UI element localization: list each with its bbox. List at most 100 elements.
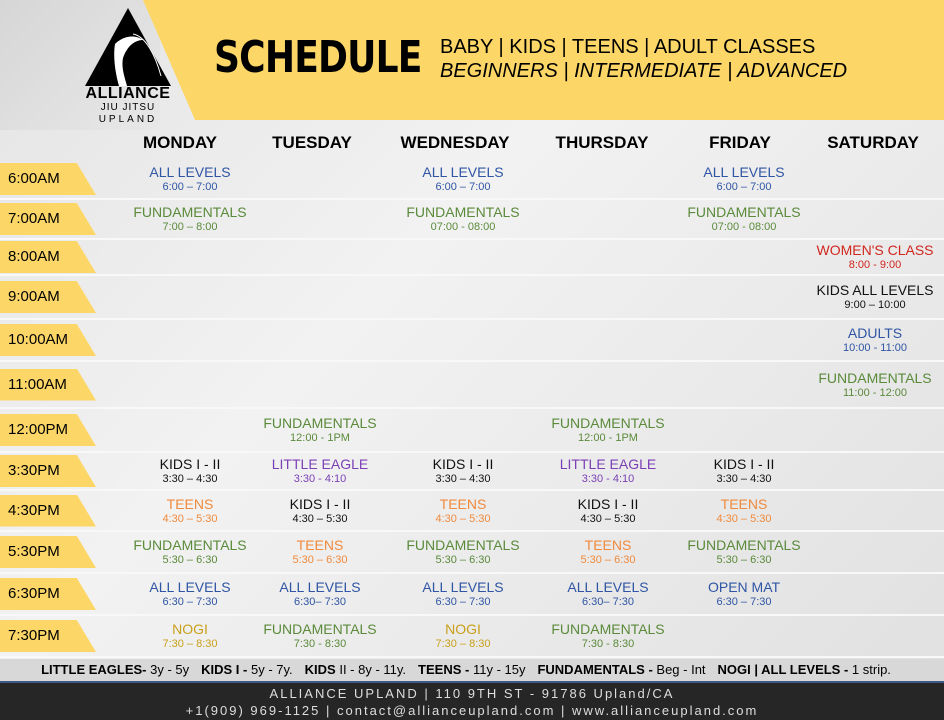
- class-name: TEENS: [584, 537, 632, 553]
- legend-label: FUNDAMENTALS -: [537, 662, 653, 677]
- schedule-row: 8:00AM WOMEN'S CLASS 8:00 - 9:00: [0, 240, 944, 276]
- class-time: 4:30 – 5:30: [292, 512, 348, 525]
- class-entry: KIDS I - II 4:30 – 5:30: [578, 496, 639, 526]
- class-name: NOGI: [172, 621, 208, 637]
- legend-desc: II - 8y - 11y.: [335, 662, 407, 677]
- class-entry: FUNDAMENTALS 5:30 – 6:30: [406, 537, 519, 567]
- class-entry: TEENS 4:30 – 5:30: [716, 496, 771, 526]
- schedule-row: 3:30PM KIDS I - II 3:30 – 4:30 LITTLE EAGLE…: [0, 453, 944, 491]
- class-time: 3:30 – 4:30: [435, 473, 491, 485]
- class-entry: FUNDAMENTALS 07:00 - 08:00: [406, 204, 519, 234]
- class-time: 6:30 – 7:30: [162, 596, 218, 608]
- class-name: KIDS I - II: [713, 456, 775, 472]
- class-time: 6:00 – 7:00: [162, 181, 218, 193]
- legend-item: KIDS I - 5y - 7y.: [201, 662, 293, 677]
- class-time: 4:30 – 5:30: [162, 512, 218, 525]
- class-entry: ALL LEVELS 6:30 – 7:30: [422, 579, 503, 609]
- subtitle-classes: BABY | KIDS | TEENS | ADULT CLASSES: [440, 36, 816, 58]
- logo-line3: UPLAND: [98, 114, 158, 125]
- class-entry: FUNDAMENTALS 11:00 - 12:00: [818, 370, 931, 400]
- class-time: 7:30 – 8:30: [435, 638, 491, 650]
- footer-address: ALLIANCE UPLAND | 110 9TH ST - 91786 Upl…: [269, 686, 675, 701]
- class-entry: KIDS I - II 3:30 – 4:30: [160, 456, 221, 486]
- class-entry: TEENS 5:30 – 6:30: [580, 537, 635, 567]
- class-entry: KIDS I - II 4:30 – 5:30: [290, 496, 351, 526]
- class-name: KIDS I - II: [577, 495, 639, 512]
- class-entry: ALL LEVELS 6:00 – 7:00: [422, 164, 503, 194]
- class-name: ALL LEVELS: [149, 579, 231, 595]
- legend-label: LITTLE EAGLES-: [41, 662, 147, 677]
- day-header-tuesday: TUESDAY: [272, 133, 352, 152]
- class-entry: OPEN MAT 6:30 – 7:30: [708, 579, 780, 609]
- subtitle-levels: BEGINNERS | INTERMEDIATE | ADVANCED: [440, 60, 848, 82]
- class-time: 7:30 - 8:30: [581, 638, 635, 650]
- class-name: FUNDAMENTALS: [551, 621, 665, 637]
- class-entry: KIDS ALL LEVELS 9:00 – 10:00: [817, 282, 934, 312]
- time-label: 5:30PM: [0, 536, 96, 568]
- class-entry: TEENS 4:30 – 5:30: [162, 496, 217, 526]
- day-header-wednesday: WEDNESDAY: [400, 133, 510, 152]
- class-time: 4:30 – 5:30: [716, 512, 772, 525]
- class-time: 6:30– 7:30: [582, 596, 634, 608]
- legend: LITTLE EAGLES- 3y - 5y KIDS I - 5y - 7y. K…: [0, 659, 944, 681]
- schedule-row: 10:00AM ADULTS 10:00 - 11:00: [0, 320, 944, 362]
- class-time: 12:00 - 1PM: [578, 432, 638, 444]
- schedule-row: 5:30PM FUNDAMENTALS 5:30 – 6:30 TEENS 5:30 –…: [0, 532, 944, 574]
- class-name: FUNDAMENTALS: [551, 415, 665, 431]
- class-time: 10:00 - 11:00: [842, 342, 908, 354]
- class-name: TEENS: [296, 537, 344, 553]
- time-label: 6:00AM: [0, 163, 96, 195]
- footer-contact: +1(909) 969-1125 | contact@allianceuplan…: [185, 703, 759, 718]
- logo: ALLIANCE JIU JITSU UPLAND: [80, 6, 176, 127]
- schedule-row: 7:30PM NOGI 7:30 – 8:30 FUNDAMENTALS 7:30 - …: [0, 616, 944, 658]
- class-name: KIDS I - II: [432, 456, 494, 472]
- class-name: FUNDAMENTALS: [133, 537, 247, 553]
- class-time: 5:30 – 6:30: [580, 554, 636, 566]
- class-entry: FUNDAMENTALS 12:00 - 1PM: [551, 415, 664, 445]
- footer: ALLIANCE UPLAND | 110 9TH ST - 91786 Upl…: [0, 681, 944, 720]
- class-time: 3:30 – 4:30: [716, 473, 772, 485]
- triangle-logo-icon: [85, 8, 171, 86]
- day-header-monday: MONDAY: [143, 133, 217, 152]
- class-name: NOGI: [445, 621, 481, 637]
- class-name: FUNDAMENTALS: [687, 204, 801, 220]
- day-header-friday: FRIDAY: [709, 133, 771, 152]
- class-time: 9:00 – 10:00: [844, 299, 906, 311]
- legend-desc: 5y - 7y.: [247, 662, 293, 677]
- class-name: TEENS: [439, 495, 487, 512]
- class-time: 11:00 - 12:00: [842, 386, 907, 399]
- class-entry: FUNDAMENTALS 5:30 – 6:30: [133, 537, 246, 567]
- legend-label: NOGI | ALL LEVELS -: [717, 662, 849, 677]
- class-time: 07:00 - 08:00: [711, 221, 777, 233]
- class-name: TEENS: [166, 495, 214, 512]
- class-time: 5:30 – 6:30: [292, 554, 348, 566]
- class-entry: ALL LEVELS 6:30– 7:30: [279, 579, 360, 609]
- legend-desc: 1 strip.: [848, 662, 891, 677]
- class-entry: ALL LEVELS 6:00 – 7:00: [149, 164, 230, 194]
- class-name: LITTLE EAGLE: [559, 456, 657, 472]
- legend-item: TEENS - 11y - 15y: [418, 662, 525, 677]
- class-entry: TEENS 4:30 – 5:30: [435, 496, 490, 526]
- class-entry: TEENS 5:30 – 6:30: [292, 537, 347, 567]
- class-entry: KIDS I - II 3:30 – 4:30: [433, 456, 494, 486]
- class-entry: LITTLE EAGLE 3:30 - 4:10: [272, 456, 368, 486]
- class-time: 5:30 – 6:30: [716, 554, 772, 566]
- legend-label: KIDS: [304, 662, 336, 677]
- class-time: 12:00 - 1PM: [290, 432, 350, 444]
- logo-name: ALLIANCE: [85, 85, 171, 102]
- class-name: FUNDAMENTALS: [687, 537, 801, 553]
- class-name: KIDS ALL LEVELS: [816, 282, 934, 298]
- class-entry: FUNDAMENTALS 7:00 – 8:00: [133, 204, 246, 234]
- schedule-row: 4:30PM TEENS 4:30 – 5:30 KIDS I - II 4:30 – …: [0, 491, 944, 532]
- class-time: 3:30 - 4:10: [581, 473, 635, 485]
- class-name: OPEN MAT: [707, 579, 781, 595]
- legend-desc: 3y - 5y: [146, 662, 190, 677]
- time-label: 9:00AM: [0, 281, 96, 313]
- schedule-row: 6:00AM ALL LEVELS 6:00 – 7:00 ALL LEVELS 6:0…: [0, 160, 944, 200]
- class-name: ALL LEVELS: [422, 579, 504, 595]
- class-name: FUNDAMENTALS: [263, 415, 377, 431]
- class-time: 7:00 – 8:00: [162, 221, 218, 233]
- class-time: 3:30 - 4:10: [293, 473, 347, 485]
- legend-label: KIDS I -: [201, 662, 248, 677]
- day-header-saturday: SATURDAY: [827, 133, 919, 152]
